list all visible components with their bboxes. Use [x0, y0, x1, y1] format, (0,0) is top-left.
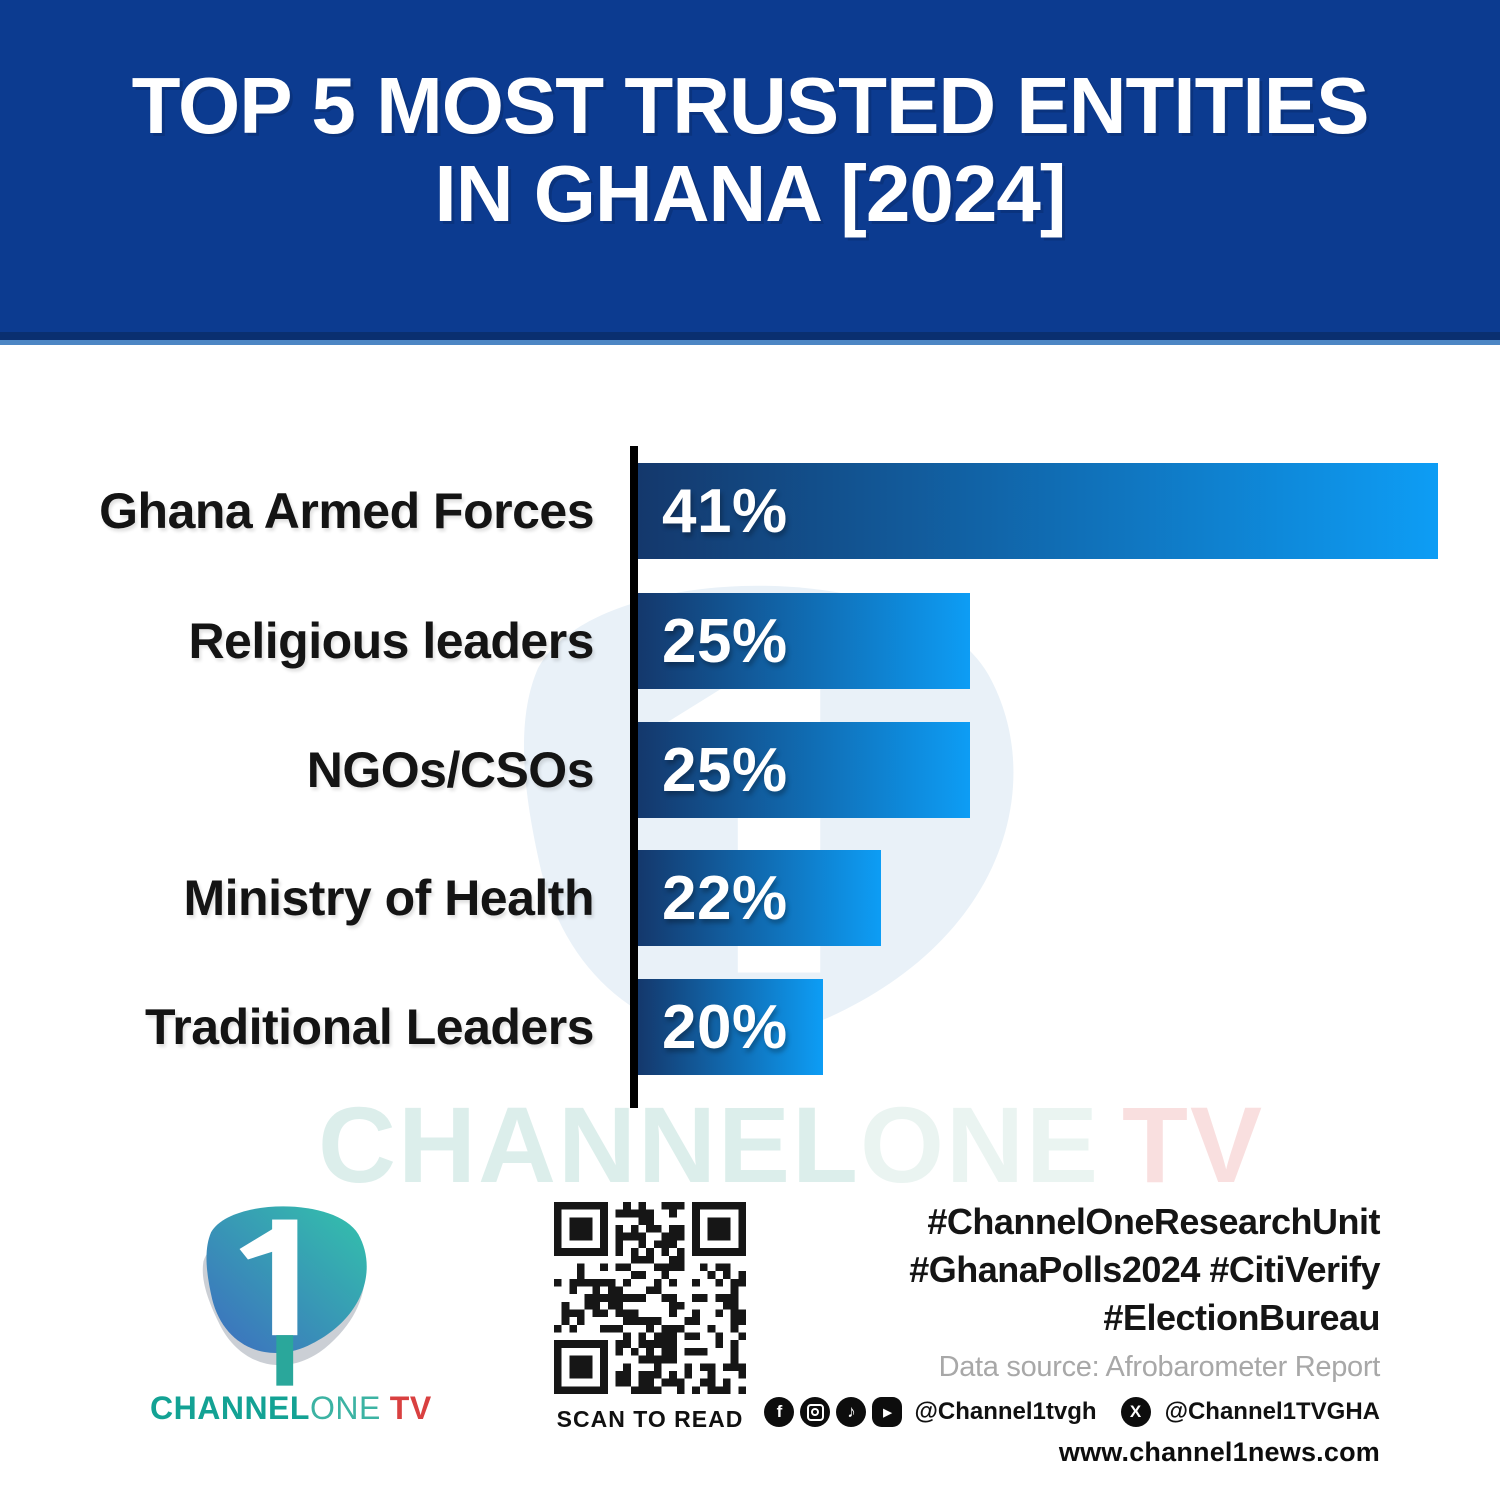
- hashtag-line-1: #ChannelOneResearchUnit: [927, 1201, 1380, 1242]
- x-icon[interactable]: X: [1120, 1397, 1151, 1427]
- bar-value-label-3: 25%: [662, 735, 788, 805]
- header-banner: [0, 0, 1500, 332]
- chart-axis-line: [630, 446, 638, 1108]
- social-handle-x[interactable]: @Channel1TVGHA: [1164, 1398, 1380, 1425]
- chart-bar-4: 22%: [638, 850, 882, 946]
- chart-bar-2: 25%: [638, 593, 970, 689]
- footer-right-block: #ChannelOneResearchUnit #GhanaPolls2024 …: [760, 1198, 1381, 1468]
- bar-value-label-4: 22%: [662, 863, 788, 933]
- channel-one-logo-mark-icon: [202, 1206, 367, 1386]
- category-label-2: Religious leaders: [188, 613, 594, 669]
- watermark-tv: TV: [1122, 1084, 1265, 1205]
- qr-caption: SCAN TO READ: [556, 1406, 744, 1432]
- bar-value-label-2: 25%: [662, 606, 788, 676]
- category-label-1: Ghana Armed Forces: [99, 483, 594, 539]
- title-line-1: TOP 5 MOST TRUSTED ENTITIES: [131, 61, 1370, 150]
- bar-value-label-5: 20%: [662, 992, 788, 1062]
- category-label-5: Traditional Leaders: [145, 999, 594, 1055]
- banner-edge-dark: [0, 332, 1500, 340]
- watermark-text: CHANNELONE TV: [318, 1082, 1264, 1207]
- chart-bar-5: 20%: [638, 979, 823, 1075]
- chart-bar-3: 25%: [638, 722, 970, 818]
- social-row: f ♪ ▶ @Channel1tvgh X @Channel1TVGHA: [760, 1397, 1380, 1427]
- bar-value-label-1: 41%: [662, 476, 788, 546]
- instagram-icon[interactable]: [800, 1397, 831, 1427]
- channel-one-logo: CHANNELONE TV: [150, 1188, 432, 1438]
- channel-one-logo-wordmark: CHANNELONE TV: [150, 1390, 432, 1427]
- qr-code: [554, 1202, 746, 1394]
- title-line-2: IN GHANA [2024]: [434, 149, 1066, 238]
- facebook-icon[interactable]: f: [764, 1397, 795, 1427]
- logo-wordmark-channel: CHANNEL: [150, 1390, 310, 1426]
- tiktok-icon[interactable]: ♪: [836, 1397, 867, 1427]
- social-handle-main[interactable]: @Channel1tvgh: [914, 1398, 1097, 1425]
- watermark-channel: CHANNEL: [318, 1084, 860, 1205]
- category-label-4: Ministry of Health: [183, 870, 595, 926]
- logo-wordmark-one: ONE: [309, 1390, 381, 1426]
- data-source: Data source: Afrobarometer Report: [938, 1351, 1381, 1383]
- banner-edge-light: [0, 340, 1500, 345]
- logo-wordmark-tv: TV: [389, 1390, 432, 1426]
- page-title: TOP 5 MOST TRUSTED ENTITIES IN GHANA [20…: [0, 62, 1500, 238]
- website-url[interactable]: www.channel1news.com: [1058, 1437, 1380, 1467]
- chart-bar-1: 41%: [638, 463, 1438, 559]
- category-label-3: NGOs/CSOs: [306, 742, 595, 798]
- hashtag-line-3: #ElectionBureau: [1103, 1297, 1380, 1338]
- watermark-one: ONE: [859, 1084, 1101, 1205]
- hashtag-line-2: #GhanaPolls2024 #CitiVerify: [909, 1249, 1380, 1290]
- youtube-icon[interactable]: ▶: [872, 1397, 903, 1427]
